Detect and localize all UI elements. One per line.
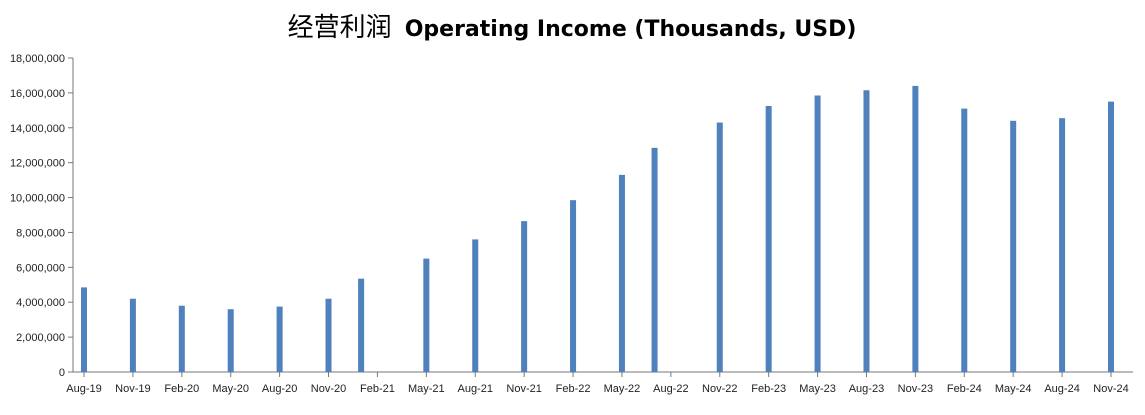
chart-title-chinese: 经营利润 [288, 13, 392, 43]
y-tick-label: 14,000,000 [10, 123, 65, 135]
x-tick-label: Feb-22 [556, 383, 591, 395]
bar [129, 298, 136, 372]
bar [912, 85, 919, 373]
bar [472, 239, 479, 372]
bar-series [81, 85, 1114, 373]
bar [961, 108, 968, 372]
y-tick-label: 12,000,000 [10, 158, 65, 170]
bar [651, 147, 658, 372]
x-tick-label: Aug-22 [653, 383, 688, 395]
bar [178, 305, 185, 372]
bar [423, 258, 430, 372]
y-tick-label: 2,000,000 [16, 332, 65, 344]
bar [358, 278, 365, 372]
x-tick-label: May-24 [995, 383, 1032, 395]
bar [716, 122, 723, 373]
x-tick-label: May-22 [604, 383, 641, 395]
bar [765, 105, 772, 372]
x-tick-label: Feb-21 [360, 383, 395, 395]
x-tick-label: May-23 [799, 383, 836, 395]
y-tick-label: 4,000,000 [16, 297, 65, 309]
x-tick-label: May-20 [212, 383, 249, 395]
bar [325, 298, 332, 372]
y-tick-label: 16,000,000 [10, 88, 65, 100]
x-axis: Aug-19 Nov-19 Feb-20 May-20 Aug-20 Nov-20 Feb-… [66, 371, 1133, 395]
x-tick-label: Nov-24 [1093, 383, 1128, 395]
bar [81, 287, 87, 372]
bar [1059, 118, 1066, 372]
x-tick-label: Aug-20 [262, 383, 297, 395]
x-tick-label: Aug-19 [66, 383, 101, 395]
x-tick-label: Nov-21 [506, 383, 541, 395]
chart-title-english: Operating Income (Thousands, USD) [405, 17, 857, 42]
y-tick-label: 10,000,000 [10, 193, 65, 205]
bar [863, 90, 870, 373]
y-tick-label: 8,000,000 [16, 227, 65, 239]
x-tick-label: Nov-19 [115, 383, 150, 395]
x-tick-label: Nov-20 [311, 383, 346, 395]
bar [276, 306, 283, 372]
y-axis: 0 2,000,000 4,000,000 6,000,000 8,000,000 10,… [10, 53, 74, 379]
bar [521, 221, 528, 372]
x-tick-label: May-21 [408, 383, 445, 395]
x-tick-label: Feb-23 [751, 383, 786, 395]
bar [227, 309, 234, 372]
x-tick-label: Feb-24 [947, 383, 982, 395]
x-tick-label: Aug-24 [1044, 383, 1079, 395]
y-tick-label: 18,000,000 [10, 53, 65, 65]
x-tick-label: Aug-23 [849, 383, 884, 395]
bar [1108, 101, 1114, 372]
bar [570, 200, 577, 372]
bar [1010, 120, 1017, 372]
y-tick-label: 6,000,000 [16, 262, 65, 274]
y-tick-label: 0 [59, 367, 65, 379]
bar [814, 95, 821, 372]
x-tick-label: Nov-22 [702, 383, 737, 395]
bar [618, 174, 625, 372]
x-tick-label: Nov-23 [898, 383, 933, 395]
chart-title: 经营利润 Operating Income (Thousands, USD) [288, 13, 857, 43]
x-tick-label: Aug-21 [457, 383, 492, 395]
x-tick-label: Feb-20 [164, 383, 199, 395]
